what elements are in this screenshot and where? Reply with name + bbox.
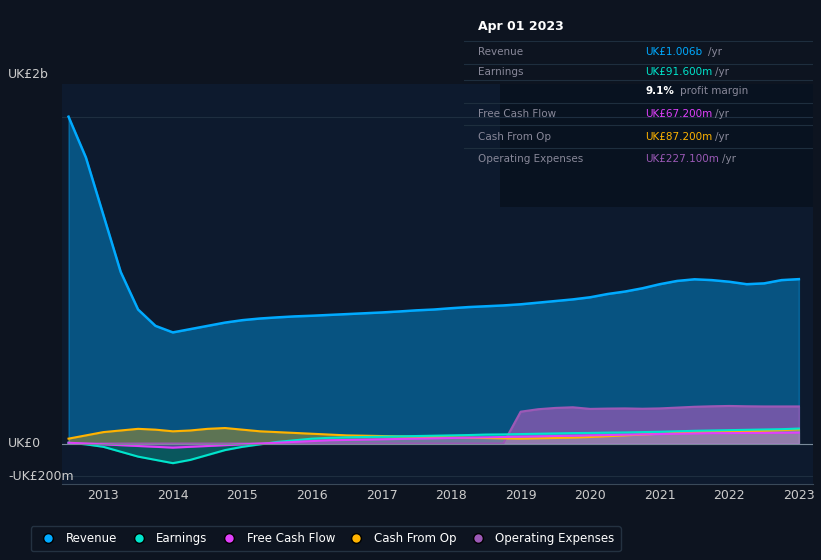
Text: UK£91.600m: UK£91.600m	[645, 67, 713, 77]
Text: -UK£200m: -UK£200m	[8, 470, 74, 483]
Text: Revenue: Revenue	[478, 47, 523, 57]
Text: /yr: /yr	[709, 47, 722, 57]
Text: UK£87.200m: UK£87.200m	[645, 132, 713, 142]
Text: /yr: /yr	[715, 109, 729, 119]
Text: UK£1.006b: UK£1.006b	[645, 47, 703, 57]
Text: profit margin: profit margin	[680, 86, 749, 96]
Text: Apr 01 2023: Apr 01 2023	[478, 20, 563, 33]
Text: UK£2b: UK£2b	[8, 68, 49, 81]
Text: Free Cash Flow: Free Cash Flow	[478, 109, 556, 119]
Text: Earnings: Earnings	[478, 67, 523, 77]
Text: Cash From Op: Cash From Op	[478, 132, 551, 142]
Legend: Revenue, Earnings, Free Cash Flow, Cash From Op, Operating Expenses: Revenue, Earnings, Free Cash Flow, Cash …	[30, 526, 621, 551]
Text: 9.1%: 9.1%	[645, 86, 674, 96]
Text: /yr: /yr	[722, 155, 736, 165]
Text: UK£0: UK£0	[8, 437, 41, 450]
Text: UK£227.100m: UK£227.100m	[645, 155, 719, 165]
Text: Operating Expenses: Operating Expenses	[478, 155, 583, 165]
Text: /yr: /yr	[715, 67, 729, 77]
Text: /yr: /yr	[715, 132, 729, 142]
Text: UK£67.200m: UK£67.200m	[645, 109, 713, 119]
Bar	[500, 84, 813, 207]
